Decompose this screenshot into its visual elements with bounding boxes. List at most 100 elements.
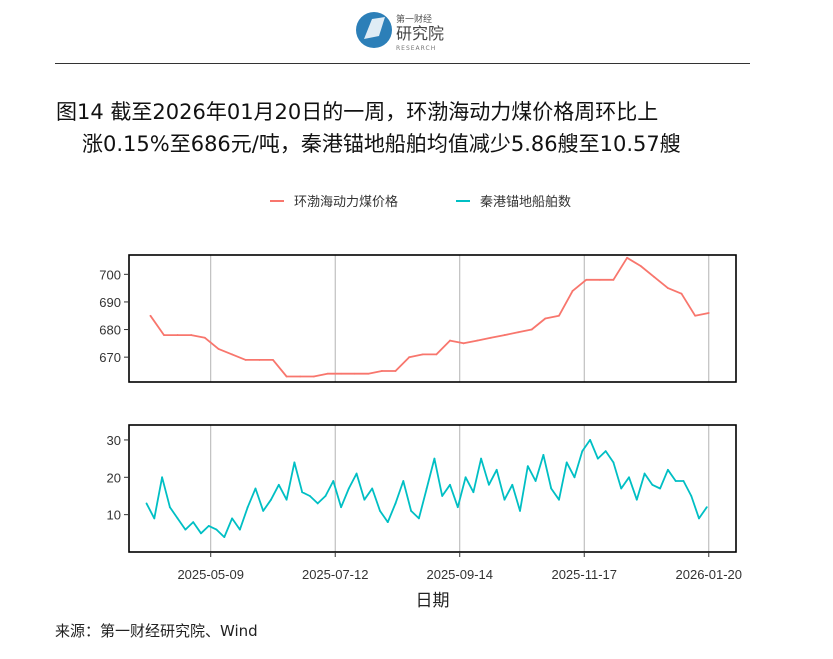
- data-point-1-27: [355, 472, 358, 475]
- x-axis-title: 日期: [416, 591, 450, 611]
- panel-frame-1: [128, 424, 737, 553]
- data-point-1-19: [293, 461, 296, 464]
- data-point-1-48: [519, 510, 521, 512]
- series-line-price: [149, 256, 709, 378]
- data-point-1-20: [301, 491, 304, 494]
- data-point-1-65: [651, 483, 654, 486]
- data-point-1-16: [270, 498, 272, 501]
- data-point-0-21: [435, 353, 438, 356]
- data-point-1-12: [238, 528, 241, 531]
- data-point-1-30: [379, 510, 381, 512]
- data-point-1-49: [526, 465, 529, 467]
- data-point-1-3: [168, 506, 171, 509]
- logo-text-line1: 第一财经: [396, 13, 432, 25]
- data-point-1-29: [371, 487, 374, 490]
- data-point-0-0: [149, 314, 152, 317]
- data-point-1-2: [161, 476, 163, 479]
- data-point-1-34: [410, 510, 412, 512]
- data-point-0-12: [312, 375, 315, 378]
- data-point-1-63: [635, 498, 638, 501]
- data-point-0-1: [163, 334, 165, 336]
- logo-text-line3: RESEARCH: [396, 45, 436, 52]
- data-point-0-31: [571, 289, 574, 292]
- data-point-1-8: [207, 524, 210, 527]
- data-point-0-17: [381, 370, 383, 372]
- y-tick-label-0-3: 700: [99, 267, 121, 282]
- y-tick-label-0-2: 690: [99, 295, 121, 310]
- data-point-0-14: [340, 372, 342, 375]
- data-point-0-18: [394, 370, 397, 372]
- data-point-0-33: [598, 278, 601, 281]
- data-point-0-6: [231, 353, 234, 356]
- price-panel: 670 680 690 700: [99, 254, 737, 383]
- x-tick-label-4: 2026-01-20: [676, 567, 743, 582]
- data-point-0-11: [299, 375, 302, 378]
- data-point-1-47: [511, 483, 514, 486]
- data-point-0-2: [176, 334, 179, 336]
- data-point-1-60: [612, 461, 615, 464]
- legend-label-0: 环渤海动力煤价格: [294, 194, 398, 210]
- data-point-1-56: [581, 450, 584, 453]
- data-point-1-71: [698, 517, 700, 520]
- data-point-1-36: [425, 487, 428, 490]
- data-point-1-39: [449, 483, 451, 486]
- data-point-1-26: [347, 487, 350, 490]
- data-point-1-43: [480, 457, 483, 460]
- data-point-1-11: [231, 517, 234, 520]
- figure-title-line1: 图14 截至2026年01月20日的一周，环渤海动力煤价格周环比上: [56, 100, 659, 124]
- data-point-1-69: [682, 480, 685, 482]
- x-tick-label-1: 2025-07-12: [302, 567, 369, 582]
- data-point-1-31: [386, 521, 389, 524]
- data-point-1-53: [558, 498, 560, 501]
- data-point-1-70: [690, 495, 693, 497]
- data-point-1-38: [441, 495, 444, 497]
- data-point-0-3: [190, 334, 193, 336]
- data-point-0-38: [667, 287, 669, 290]
- y-tick-label-1-1: 20: [107, 470, 121, 485]
- data-point-1-9: [215, 528, 218, 531]
- data-point-1-23: [324, 495, 327, 497]
- data-point-1-51: [542, 453, 545, 456]
- chart-legend: 环渤海动力煤价格 秦港锚地船舶数: [270, 194, 571, 210]
- data-point-1-58: [596, 457, 599, 460]
- data-point-1-37: [433, 457, 436, 460]
- data-point-1-46: [503, 498, 506, 501]
- data-point-0-30: [558, 314, 560, 317]
- logo-book-icon: [364, 17, 385, 39]
- x-axis: 2025-05-09 2025-07-12 2025-09-14 2025-11-17…: [177, 552, 742, 611]
- data-point-1-62: [628, 476, 630, 479]
- data-point-1-54: [565, 461, 568, 464]
- data-point-1-42: [472, 491, 475, 494]
- data-point-1-32: [394, 502, 397, 505]
- data-point-1-4: [176, 517, 179, 520]
- data-point-0-37: [653, 276, 656, 278]
- data-point-1-15: [262, 510, 265, 512]
- data-point-1-55: [573, 476, 576, 479]
- data-point-1-67: [667, 468, 669, 471]
- data-point-0-25: [489, 336, 492, 339]
- x-tick-label-3: 2025-11-17: [551, 567, 617, 582]
- data-point-0-23: [462, 342, 465, 345]
- data-point-0-4: [203, 336, 206, 339]
- data-point-0-20: [421, 353, 424, 356]
- data-point-0-29: [544, 317, 547, 320]
- data-point-1-18: [285, 498, 288, 501]
- data-point-1-52: [550, 487, 553, 490]
- data-point-1-24: [332, 480, 335, 482]
- data-point-0-34: [612, 278, 615, 281]
- data-point-1-33: [402, 480, 405, 482]
- data-point-0-13: [326, 372, 329, 375]
- data-point-0-22: [449, 339, 451, 342]
- data-point-0-32: [585, 278, 588, 281]
- data-point-1-0: [145, 502, 148, 505]
- y-tick-label-0-1: 680: [99, 323, 121, 338]
- data-point-1-14: [254, 487, 257, 490]
- data-point-1-17: [277, 483, 280, 486]
- data-point-0-24: [476, 339, 479, 342]
- data-point-1-28: [363, 498, 366, 501]
- data-point-1-61: [620, 487, 623, 490]
- data-point-0-15: [353, 372, 356, 375]
- data-point-0-8: [258, 359, 261, 361]
- data-point-1-57: [589, 439, 591, 441]
